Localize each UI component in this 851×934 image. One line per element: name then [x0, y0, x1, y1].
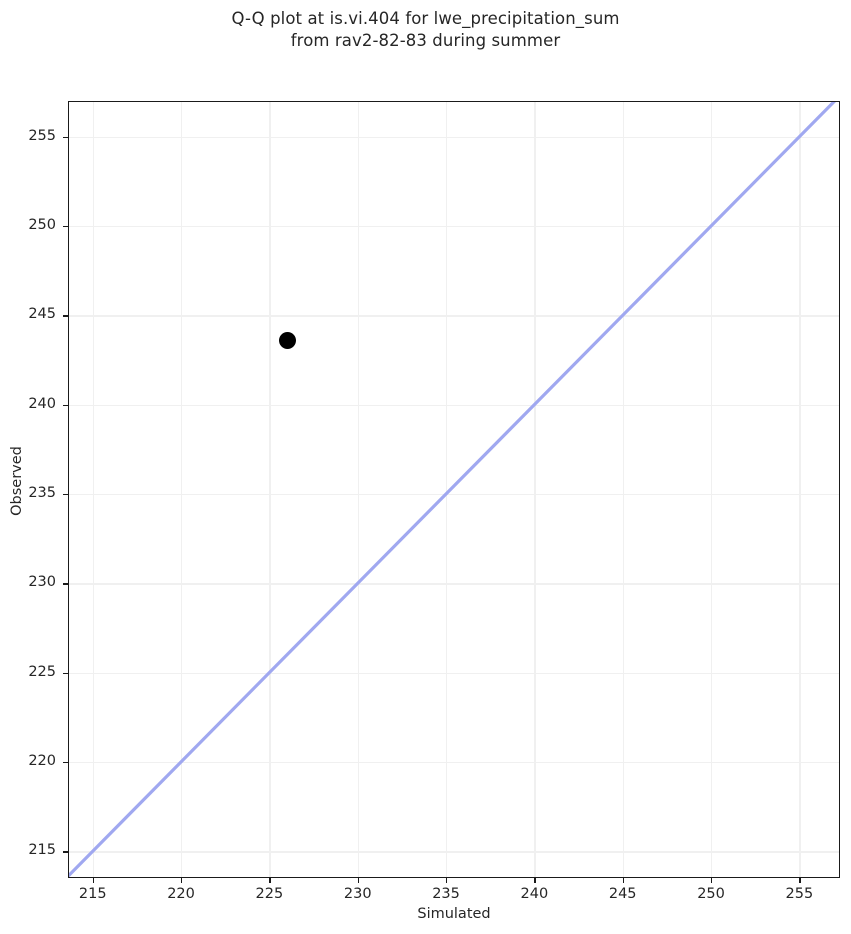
x-tick-mark	[534, 878, 536, 883]
x-tick-mark	[181, 878, 183, 883]
y-tick-label: 215	[28, 842, 56, 859]
x-tick-mark	[711, 878, 713, 883]
gridline-vertical	[269, 101, 271, 878]
y-tick-label: 240	[28, 395, 56, 412]
y-tick-label: 250	[28, 217, 56, 234]
gridline-vertical	[181, 101, 183, 878]
x-tick-label: 230	[343, 886, 372, 902]
gridline-horizontal	[68, 672, 840, 674]
chart-title: Q-Q plot at is.vi.404 for lwe_precipitat…	[0, 8, 851, 52]
gridline-vertical	[446, 101, 448, 878]
x-tick-label: 240	[520, 886, 549, 902]
x-tick-label: 215	[78, 886, 107, 902]
gridline-horizontal	[68, 583, 840, 585]
chart-title-line-1: Q-Q plot at is.vi.404 for lwe_precipitat…	[231, 9, 620, 28]
y-tick-mark	[63, 493, 68, 496]
plot-area	[68, 101, 840, 878]
y-tick-label: 245	[28, 306, 56, 323]
x-tick-label: 220	[167, 886, 195, 902]
gridline-horizontal	[68, 404, 840, 406]
gridline-horizontal	[68, 226, 840, 228]
y-tick-mark	[63, 851, 68, 853]
y-tick-mark	[63, 136, 68, 139]
y-tick-mark	[63, 761, 68, 764]
y-tick-label: 235	[28, 484, 56, 501]
x-tick-label: 225	[255, 886, 284, 902]
y-tick-mark	[63, 583, 68, 585]
gridline-horizontal	[68, 761, 840, 764]
gridline-horizontal	[68, 315, 840, 317]
gridline-vertical	[357, 101, 360, 878]
x-tick-mark	[269, 878, 271, 883]
gridline-vertical	[534, 101, 536, 878]
x-tick-label: 245	[608, 886, 637, 902]
x-tick-label: 250	[697, 886, 725, 902]
x-axis-label: Simulated	[417, 906, 491, 922]
reference-line-segment	[68, 101, 837, 878]
gridline-vertical	[622, 101, 624, 878]
x-tick-mark	[92, 878, 95, 883]
y-tick-mark	[63, 226, 68, 228]
x-tick-mark	[357, 878, 360, 883]
chart-title-line-2: from rav2-82-83 during summer	[290, 31, 561, 50]
data-point	[278, 331, 296, 349]
x-tick-mark	[622, 878, 625, 883]
y-tick-label: 230	[28, 574, 56, 591]
x-tick-label: 235	[432, 886, 460, 902]
gridline-horizontal	[68, 136, 840, 139]
y-tick-mark	[63, 404, 68, 407]
x-tick-mark	[446, 878, 448, 883]
y-tick-label: 225	[28, 663, 56, 680]
y-tick-mark	[63, 672, 68, 674]
x-tick-label: 255	[785, 886, 814, 902]
y-axis-label: Observed	[9, 446, 25, 516]
gridline-vertical	[711, 101, 713, 878]
one-to-one-reference-line	[68, 101, 837, 878]
y-tick-label: 255	[28, 127, 56, 144]
gridline-horizontal	[68, 851, 840, 853]
gridline-horizontal	[68, 493, 840, 496]
gridline-vertical	[799, 101, 801, 878]
gridline-vertical	[92, 101, 95, 878]
y-tick-mark	[63, 315, 68, 317]
x-tick-mark	[799, 878, 801, 883]
y-tick-label: 220	[28, 752, 56, 769]
